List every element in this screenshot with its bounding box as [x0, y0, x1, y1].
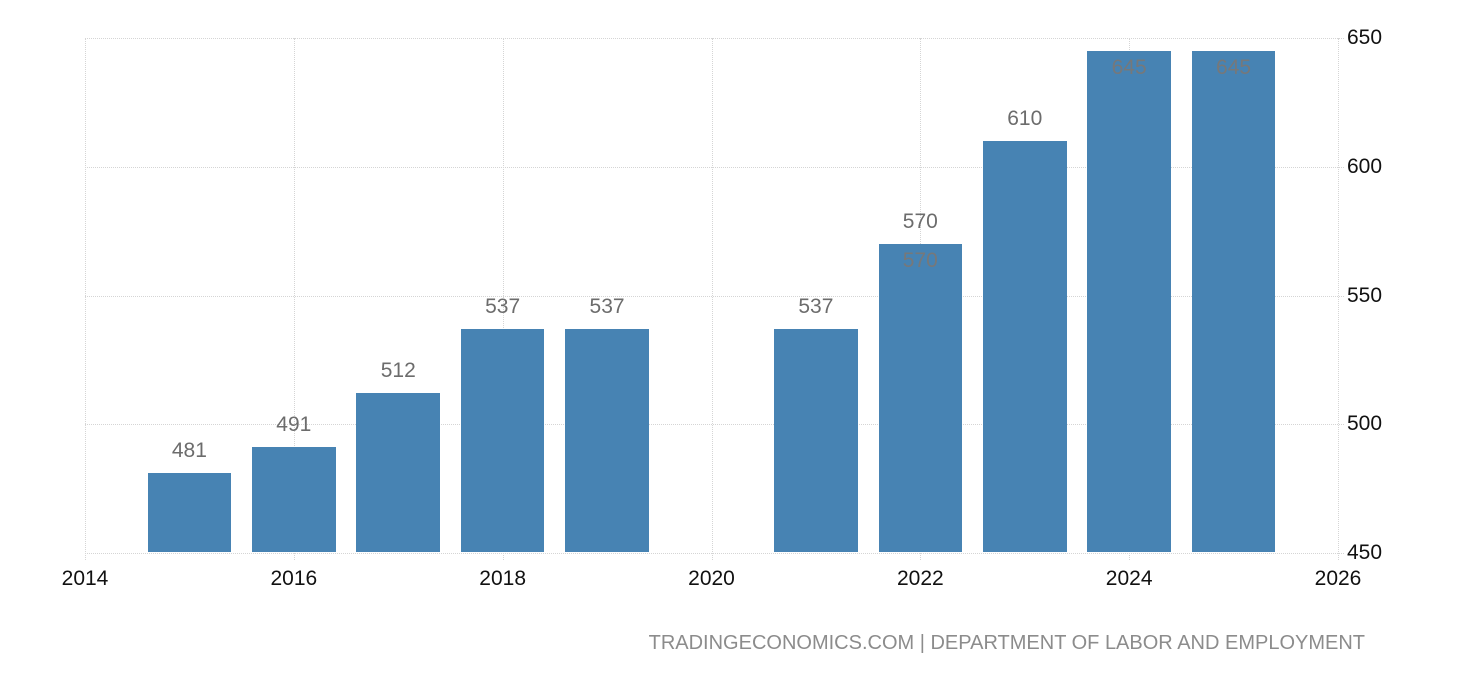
h-gridline — [85, 38, 1344, 39]
data-label-2024-inside: 645 — [1111, 55, 1147, 79]
bar-2023[interactable] — [982, 141, 1067, 552]
x-axis-tick-label: 2016 — [270, 567, 318, 590]
h-gridline — [85, 424, 1344, 426]
data-label-2018-above: 537 — [485, 294, 521, 318]
bar-2025[interactable] — [1191, 50, 1276, 552]
bar-2016[interactable] — [252, 447, 336, 552]
bar-2022[interactable] — [878, 244, 963, 552]
bar-2015[interactable] — [147, 473, 232, 552]
y-axis-tick-label: 550 — [1347, 283, 1383, 307]
x-axis-tick-label: 2022 — [896, 567, 944, 590]
bar-2017[interactable] — [356, 393, 440, 552]
data-label-2016-above: 491 — [276, 413, 312, 437]
bar-2021[interactable] — [774, 328, 858, 552]
x-axis-tick-label: 2026 — [1314, 567, 1362, 590]
bar-2018[interactable] — [460, 328, 545, 552]
data-label-2022-inside: 570 — [902, 249, 938, 272]
data-label-2023-above: 610 — [1007, 107, 1043, 130]
data-label-2022-above: 570 — [902, 210, 938, 233]
h-gridline — [85, 295, 1344, 297]
h-gridline — [85, 553, 1344, 554]
y-axis-tick-label: 650 — [1347, 26, 1383, 49]
data-label-2019-above: 537 — [589, 294, 625, 318]
x-axis-tick-label: 2014 — [61, 567, 109, 590]
data-label-2015-above: 481 — [171, 439, 207, 463]
chart-source-text: TRADINGECONOMICS.COM | DEPARTMENT OF LAB… — [648, 632, 1365, 654]
v-gridline — [85, 38, 86, 560]
bar-2019[interactable] — [565, 328, 649, 552]
v-gridline — [502, 38, 504, 560]
data-label-2021-above: 537 — [798, 294, 834, 318]
v-gridline — [711, 38, 713, 560]
h-gridline — [85, 166, 1344, 168]
y-axis-tick-label: 500 — [1347, 412, 1383, 436]
y-axis-tick-label: 450 — [1347, 541, 1383, 564]
data-label-2025-inside: 645 — [1216, 55, 1252, 79]
x-axis-tick-label: 2024 — [1105, 567, 1153, 590]
v-gridline — [1338, 38, 1339, 560]
data-label-2017-above: 512 — [380, 359, 416, 383]
x-axis-tick-label: 2018 — [479, 567, 527, 590]
v-gridline — [293, 38, 295, 560]
x-axis-tick-label: 2020 — [688, 567, 735, 590]
y-axis-tick-label: 600 — [1347, 154, 1383, 178]
bar-2024[interactable] — [1087, 50, 1171, 552]
